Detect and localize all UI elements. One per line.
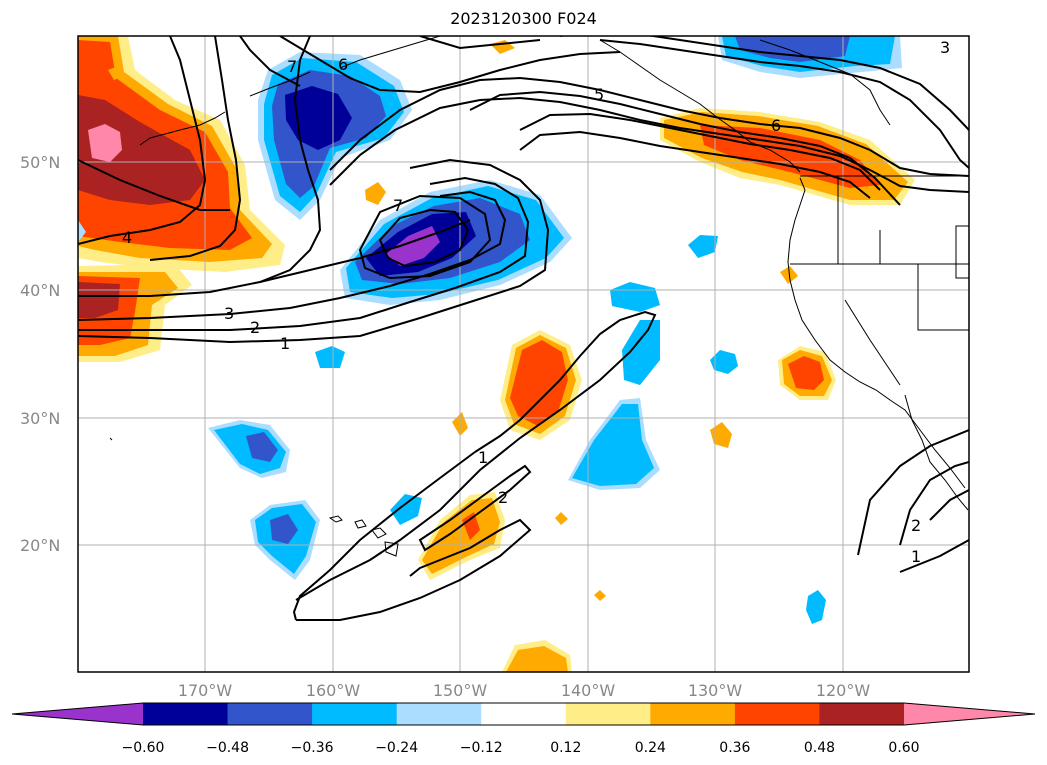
- contour-label-7: 7: [393, 196, 403, 215]
- lon-label-160w: 160°W: [306, 681, 361, 700]
- colorbar-tick-label: 0.60: [888, 740, 919, 756]
- colorbar-tick-label: 0.12: [550, 740, 581, 756]
- latitude-labels: 50°N 40°N 30°N 20°N: [20, 153, 60, 555]
- warm-anomaly-small-6: [555, 512, 568, 525]
- lon-label-170w: 170°W: [178, 681, 233, 700]
- colorbar-segment: [481, 703, 567, 725]
- lat-label-40: 40°N: [20, 281, 60, 300]
- colorbar-segment: [819, 703, 905, 725]
- graticule: [78, 36, 969, 672]
- cold-anomaly-west-south-blue: [246, 432, 278, 462]
- contour-label-6: 6: [771, 116, 781, 135]
- contour-label-6b: 6: [338, 55, 348, 74]
- contour-label-3c: 3: [940, 38, 950, 57]
- contour-label-3: 3: [224, 304, 234, 323]
- cold-anomaly-small-1: [688, 235, 718, 258]
- colorbar-tick-label: −0.60: [122, 740, 165, 756]
- colorbar-segment: [227, 703, 313, 725]
- colorbar-tick-label: −0.24: [375, 740, 418, 756]
- contour-label-2b: 2: [498, 488, 508, 507]
- lon-label-130w: 130°W: [688, 681, 743, 700]
- colorbar-tick-label: −0.36: [291, 740, 334, 756]
- warm-anomaly-bottom-orange: [506, 646, 568, 672]
- colorbar-extend-max: [904, 703, 1035, 725]
- warm-anomaly-central-redorange: [510, 340, 568, 426]
- colorbar-tick-label: −0.48: [206, 740, 249, 756]
- contour-label-2: 2: [250, 318, 260, 337]
- cold-anomaly-southeast-cyan: [572, 404, 654, 486]
- colorbar-tick-label: 0.24: [635, 740, 666, 756]
- cold-anomaly-small-2: [710, 350, 738, 374]
- lon-label-150w: 150°W: [433, 681, 488, 700]
- cold-anomaly-small-4: [390, 494, 422, 525]
- cold-anomaly-small-5: [806, 590, 826, 624]
- warm-anomaly-small-7: [594, 590, 606, 601]
- map-frame: [77, 35, 970, 673]
- coastlines: [109, 36, 969, 557]
- warm-anomaly-small-1: [365, 182, 386, 205]
- colorbar-segment: [565, 703, 651, 725]
- cold-anomaly-small-6: [78, 220, 86, 242]
- colorbar-tick-label: 0.36: [719, 740, 750, 756]
- warm-anomaly-california-redorange: [788, 356, 824, 390]
- contour-label-7b: 7: [287, 57, 297, 76]
- cold-anomaly-northeast-blue: [735, 36, 850, 62]
- colorbar-tick-labels: −0.60 −0.48 −0.36 −0.24 −0.12 0.12 0.24 …: [122, 740, 920, 756]
- warm-anomaly-south-redorange: [462, 512, 480, 540]
- cold-anomaly-north-navy: [285, 86, 352, 150]
- contour-label-layer: 1 2 3 4 5 6 7 1 2 1 2 3 6 7: [122, 38, 950, 566]
- colorbar-tick-label: −0.12: [460, 740, 503, 756]
- contour-label-2c: 2: [911, 516, 921, 535]
- contour-label-1c: 1: [911, 547, 921, 566]
- contour-label-4: 4: [122, 228, 132, 247]
- lat-label-50: 50°N: [20, 153, 60, 172]
- warm-anomaly-northwest-darkred: [78, 95, 205, 205]
- map-content: 1 2 3 4 5 6 7 1 2 1 2 3 6 7: [78, 36, 969, 672]
- cold-anomaly-mid-east: [622, 320, 660, 385]
- height-contours: [78, 36, 969, 621]
- warm-anomaly-south-orange: [422, 498, 500, 574]
- contour-label-1: 1: [280, 334, 290, 353]
- lon-label-120w: 120°W: [816, 681, 871, 700]
- colorbar-segment: [734, 703, 820, 725]
- warm-anomaly-northwest-pink: [88, 124, 122, 162]
- colorbar-outline: [11, 702, 1036, 726]
- colorbar-segment: [312, 703, 398, 725]
- colorbar-segments: [11, 702, 1036, 726]
- longitude-labels: 170°W 160°W 150°W 140°W 130°W 120°W: [178, 681, 871, 700]
- colorbar-tick-label: 0.48: [804, 740, 835, 756]
- contour-label-1b: 1: [478, 448, 488, 467]
- cold-anomaly-small-3: [315, 346, 345, 368]
- colorbar-segment: [143, 703, 229, 725]
- warm-anomaly-west-darkred: [78, 282, 120, 318]
- warm-anomaly-small-8: [108, 66, 124, 80]
- lat-label-20: 20°N: [20, 536, 60, 555]
- map-title: 2023120300 F024: [450, 9, 597, 28]
- contour-label-5: 5: [594, 85, 604, 104]
- anomaly-fill-layer: [78, 36, 915, 672]
- colorbar-segment: [650, 703, 736, 725]
- lon-label-140w: 140°W: [561, 681, 616, 700]
- cold-anomaly-hawaii-west-blue: [270, 514, 298, 544]
- colorbar-segment: [396, 703, 482, 725]
- colorbar: −0.60 −0.48 −0.36 −0.24 −0.12 0.12 0.24 …: [11, 702, 1036, 756]
- lat-label-30: 30°N: [20, 409, 60, 428]
- warm-anomaly-pacific-northwest-redorange: [700, 125, 880, 188]
- colorbar-extend-min: [12, 703, 143, 725]
